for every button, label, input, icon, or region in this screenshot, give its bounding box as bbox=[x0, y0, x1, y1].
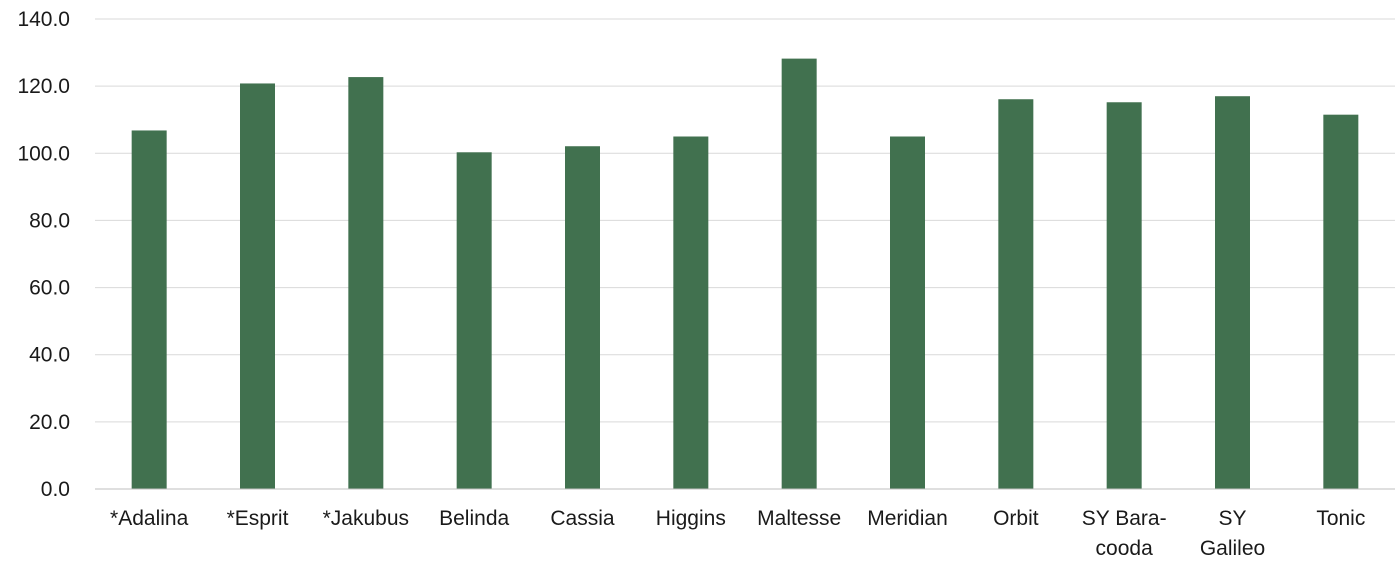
bars bbox=[131, 58, 1359, 489]
x-tick-label-line: Meridian bbox=[867, 507, 948, 530]
x-tick-label: *Adalina bbox=[110, 507, 189, 530]
x-tick-label-line: Higgins bbox=[656, 507, 726, 530]
bar bbox=[348, 77, 384, 489]
bar bbox=[456, 152, 492, 489]
y-tick-label: 100.0 bbox=[17, 142, 70, 165]
x-tick-label-line: SY Bara- bbox=[1082, 507, 1167, 530]
y-tick-label: 120.0 bbox=[17, 75, 70, 98]
bar bbox=[131, 130, 167, 489]
x-tick-label-line: *Adalina bbox=[110, 507, 189, 530]
x-tick-label-line: Tonic bbox=[1316, 507, 1365, 530]
bar bbox=[1106, 102, 1142, 489]
bar bbox=[565, 146, 600, 489]
x-tick-label-line: Belinda bbox=[439, 507, 509, 530]
y-tick-label: 40.0 bbox=[29, 344, 70, 367]
x-tick-label-line: *Jakubus bbox=[323, 507, 409, 530]
x-tick-label: *Esprit bbox=[227, 507, 289, 530]
x-tick-label: Maltesse bbox=[757, 507, 841, 530]
x-tick-label-line: cooda bbox=[1096, 537, 1154, 560]
x-tick-label: *Jakubus bbox=[323, 507, 409, 530]
y-tick-label: 60.0 bbox=[29, 277, 70, 300]
x-tick-label: Higgins bbox=[656, 507, 726, 530]
gridlines bbox=[95, 18, 1395, 423]
x-tick-label-line: Orbit bbox=[993, 507, 1039, 530]
bar bbox=[673, 136, 709, 489]
x-tick-label-line: Galileo bbox=[1200, 537, 1265, 560]
bar bbox=[1323, 114, 1359, 489]
x-tick-label-line: Maltesse bbox=[757, 507, 841, 530]
y-tick-label: 80.0 bbox=[29, 209, 70, 232]
y-tick-label: 140.0 bbox=[17, 8, 70, 31]
x-tick-label-line: Cassia bbox=[550, 507, 615, 530]
y-tick-label: 20.0 bbox=[29, 411, 70, 434]
bar bbox=[998, 99, 1034, 489]
bar bbox=[890, 136, 925, 489]
x-tick-label: Belinda bbox=[439, 507, 509, 530]
bar bbox=[240, 83, 275, 489]
bar bbox=[1215, 96, 1250, 489]
x-tick-label: Orbit bbox=[993, 507, 1039, 530]
bar bbox=[781, 58, 817, 489]
x-tick-label: SY Bara-cooda bbox=[1082, 507, 1167, 560]
x-tick-label-line: SY bbox=[1218, 507, 1246, 530]
y-tick-label: 0.0 bbox=[41, 478, 70, 501]
x-axis-tick-labels: *Adalina *Esprit *Jakubus Belinda Cassia Higg… bbox=[110, 507, 1365, 560]
x-tick-label: SY Galileo bbox=[1200, 507, 1265, 560]
x-tick-label: Tonic bbox=[1316, 507, 1365, 530]
x-tick-label: Meridian bbox=[867, 507, 948, 530]
y-axis-tick-labels: 0.0 20.0 40.0 60.0 80.0 100.0 120.0 140.0 bbox=[17, 8, 70, 501]
x-tick-label-line: *Esprit bbox=[227, 507, 289, 530]
x-tick-label: Cassia bbox=[550, 507, 615, 530]
